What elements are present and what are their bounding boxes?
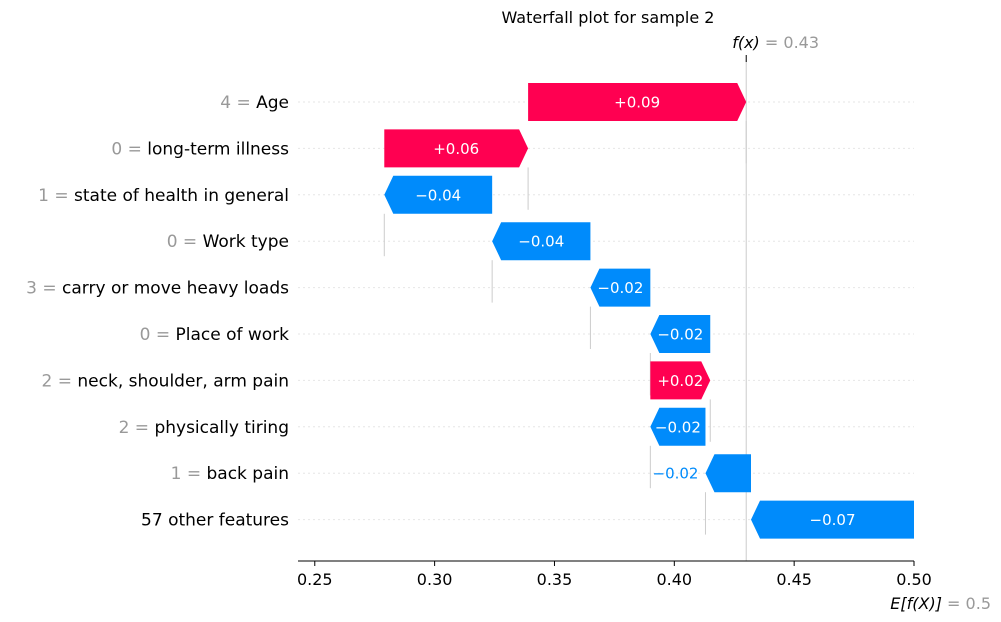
feature-name: carry or move heavy loads	[62, 279, 289, 299]
fx-value: 0.43	[783, 33, 819, 52]
feature-label: 3 = carry or move heavy loads	[26, 279, 289, 299]
bar-value-label: −0.02	[653, 465, 699, 483]
feature-bar	[751, 500, 914, 539]
feature-name: long-term illness	[147, 139, 289, 159]
bars: +0.09 +0.06 −0.04 −0.04 −0.02 −0.02 +0.02 −0.02…	[384, 83, 914, 539]
x-tick-label: 0.50	[896, 570, 932, 589]
feature-label: 1 = state of health in general	[38, 186, 289, 206]
bar-value-label: −0.02	[657, 326, 703, 344]
feature-name: back pain	[206, 464, 289, 484]
feature-bar	[590, 268, 651, 307]
feature-name: physically tiring	[154, 418, 289, 438]
efx-value: 0.5	[966, 594, 991, 613]
feature-label: 2 = neck, shoulder, arm pain	[42, 371, 289, 391]
efx-eq: =	[947, 594, 966, 613]
feature-bar	[384, 129, 529, 168]
feature-label: 0 = Place of work	[140, 325, 290, 345]
fx-eq: =	[765, 33, 784, 52]
feature-labels: 4 = Age 0 = long-term illness 1 = state of…	[26, 93, 289, 531]
x-axis-ticks: 0.25 0.30 0.35 0.40 0.45 0.50	[297, 561, 932, 589]
feature-name: state of health in general	[74, 186, 289, 206]
bar-value-label: −0.04	[518, 233, 564, 251]
feature-value: 2 =	[119, 418, 155, 438]
feature-name: Age	[256, 93, 289, 113]
x-tick-label: 0.40	[656, 570, 692, 589]
feature-name: Place of work	[175, 325, 289, 345]
feature-name: neck, shoulder, arm pain	[77, 371, 289, 391]
bar-value-label: +0.02	[657, 372, 703, 390]
feature-value: 1 =	[171, 464, 207, 484]
feature-label: 57 other features	[141, 511, 289, 531]
x-tick-label: 0.25	[297, 570, 333, 589]
fx-annotation: f(x) = 0.43	[732, 33, 819, 52]
feature-bar	[384, 175, 493, 214]
feature-label: 1 = back pain	[171, 464, 289, 484]
feature-value: 0 =	[167, 232, 203, 252]
x-tick-label: 0.30	[417, 570, 453, 589]
efx-label: E[f(X)]	[890, 594, 942, 613]
bar-value-label: −0.04	[415, 186, 461, 204]
feature-value: 3 =	[26, 279, 62, 299]
bar-value-label: +0.09	[614, 94, 660, 112]
feature-value: 0 =	[140, 325, 176, 345]
expected-value-annotation: E[f(X)] = 0.5	[890, 594, 991, 613]
feature-label: 4 = Age	[220, 93, 289, 113]
feature-bar	[492, 222, 591, 261]
feature-bar	[650, 407, 706, 446]
feature-value: 4 =	[220, 93, 256, 113]
x-tick-label: 0.45	[776, 570, 812, 589]
feature-label: 0 = Work type	[167, 232, 289, 252]
feature-bar	[528, 83, 747, 121]
bar-value-label: −0.02	[655, 418, 701, 436]
x-tick-label: 0.35	[537, 570, 573, 589]
fx-label: f(x)	[732, 33, 760, 52]
bar-value-label: −0.02	[597, 279, 643, 297]
feature-bar	[650, 361, 711, 400]
bar-value-label: +0.06	[433, 140, 479, 158]
feature-bar	[650, 315, 711, 353]
feature-bar	[705, 454, 752, 493]
feature-value: 2 =	[42, 371, 78, 391]
feature-name: Work type	[203, 232, 289, 252]
feature-value: 0 =	[111, 139, 147, 159]
feature-name: 57 other features	[141, 511, 289, 531]
chart-title: Waterfall plot for sample 2	[502, 8, 715, 27]
bar-value-label: −0.07	[810, 511, 856, 529]
feature-label: 2 = physically tiring	[119, 418, 289, 438]
feature-value: 1 =	[38, 186, 74, 206]
feature-label: 0 = long-term illness	[111, 139, 289, 159]
